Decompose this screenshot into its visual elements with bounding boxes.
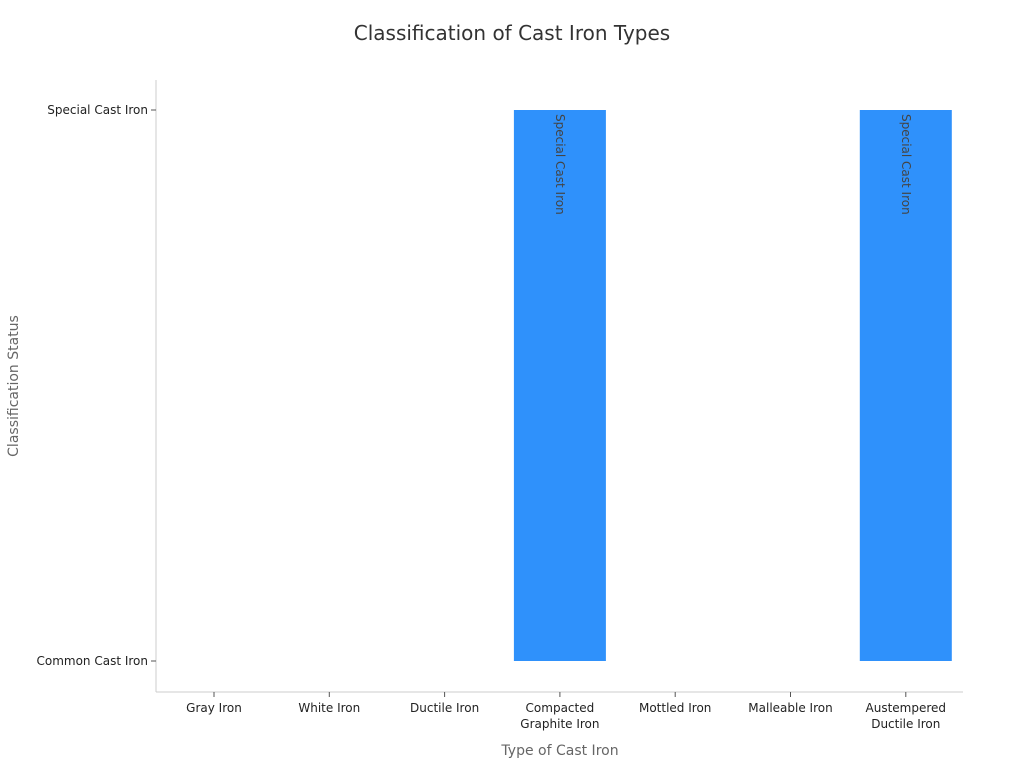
bar-austempered-ductile-iron	[859, 110, 952, 661]
y-ticks-group: Common Cast Iron Special Cast Iron	[36, 103, 156, 668]
x-tick-label-ductile-iron: Ductile Iron	[410, 701, 479, 715]
x-tick-label-white-iron: White Iron	[298, 701, 360, 715]
x-ticks-group: Gray Iron White Iron Ductile Iron Compacted…	[186, 692, 946, 731]
x-tick-label-austempered-ductile-iron: Austempered Ductile Iron	[866, 701, 947, 731]
x-tick-label-malleable-iron: Malleable Iron	[748, 701, 832, 715]
bar-compacted-graphite-iron	[513, 110, 606, 661]
x-tick-label-mottled-iron: Mottled Iron	[639, 701, 711, 715]
y-axis-title: Classification Status	[6, 315, 22, 457]
bar-label-compacted-graphite-iron: Special Cast Iron	[553, 114, 567, 215]
x-tick-label-compacted-graphite-iron: Compacted Graphite Iron	[520, 701, 599, 731]
y-tick-label-common-cast-iron: Common Cast Iron	[36, 654, 148, 668]
chart-title: Classification of Cast Iron Types	[354, 21, 670, 45]
bars-group: Special Cast Iron Special Cast Iron	[513, 110, 952, 661]
bar-label-austempered-ductile-iron: Special Cast Iron	[899, 114, 913, 215]
x-axis-title: Type of Cast Iron	[500, 743, 618, 759]
y-tick-label-special-cast-iron: Special Cast Iron	[47, 103, 148, 117]
x-tick-label-gray-iron: Gray Iron	[186, 701, 242, 715]
